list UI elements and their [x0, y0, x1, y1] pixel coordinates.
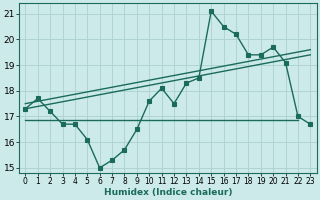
- X-axis label: Humidex (Indice chaleur): Humidex (Indice chaleur): [104, 188, 232, 197]
